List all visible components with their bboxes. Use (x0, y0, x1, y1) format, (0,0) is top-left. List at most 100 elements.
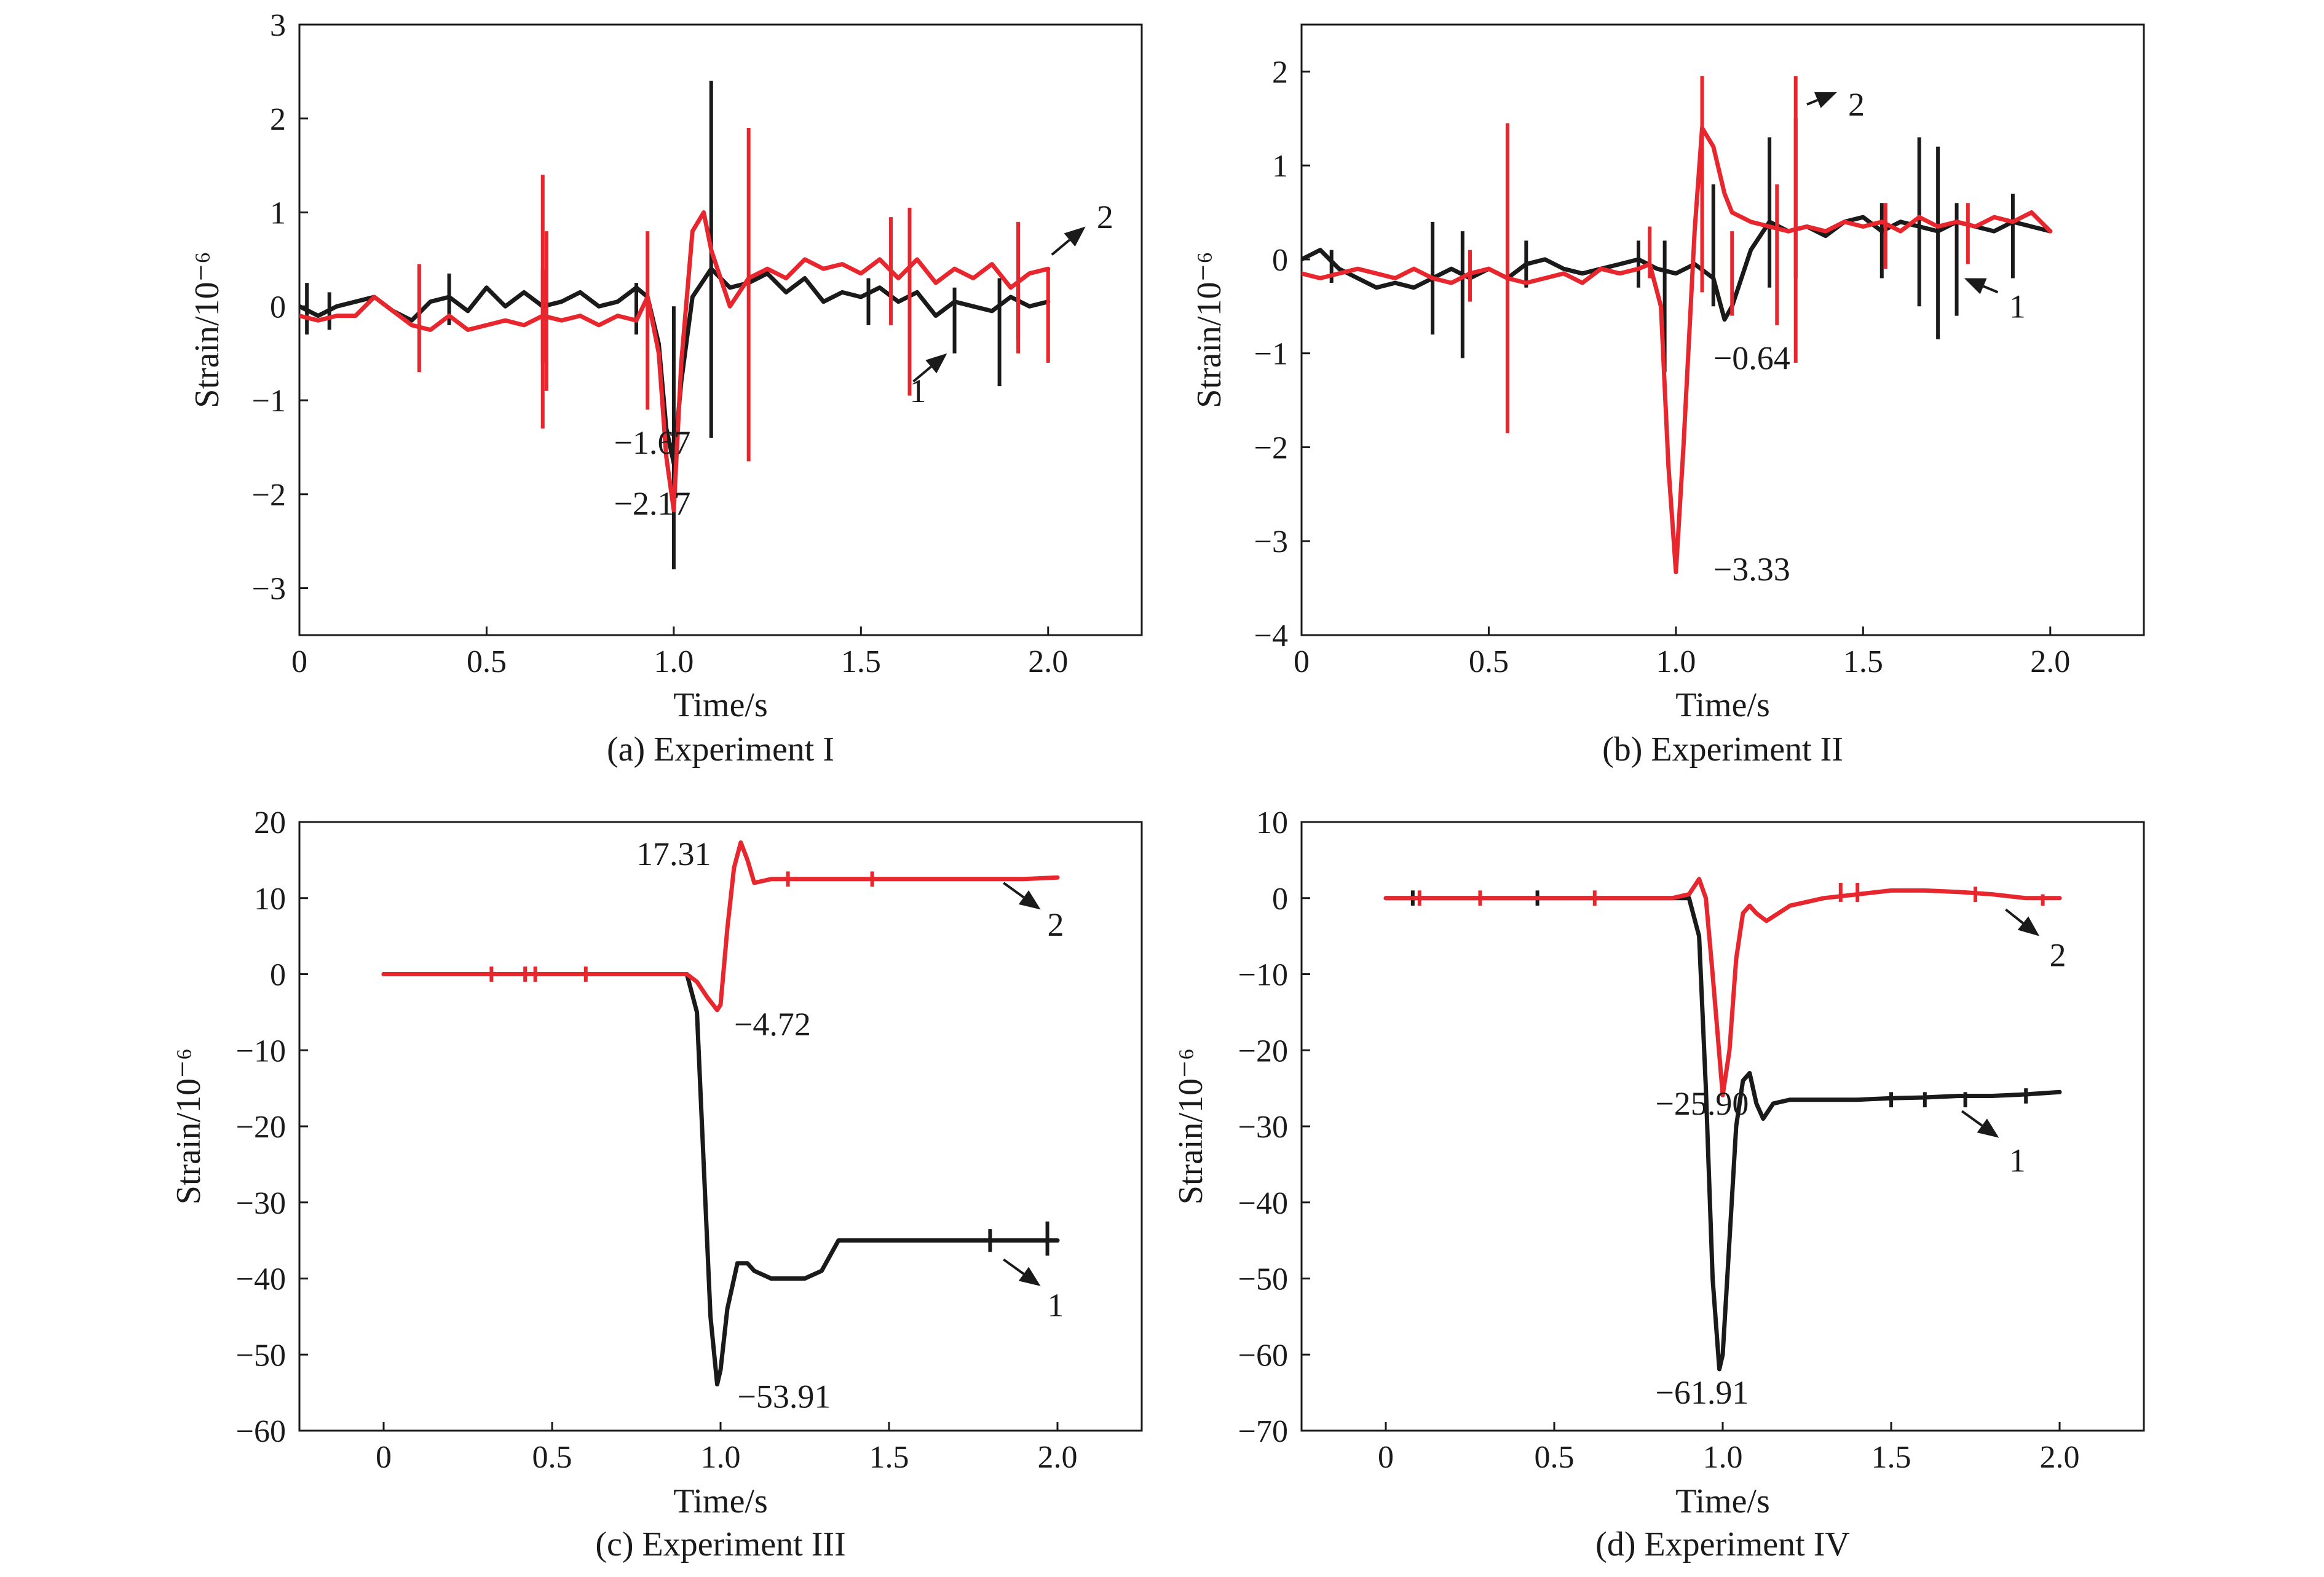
x-tick-label: 0 (376, 1440, 392, 1475)
panel-c-experiment-3: 0 0.5 1.0 1.5 2.0 −60 −50 −40 −30 −20 −10 0 10 20 Time… (170, 805, 1143, 1563)
leader-arrow-head (1964, 278, 1987, 294)
y-tick-label: −3 (1254, 524, 1288, 559)
panel-b-experiment-2: 0 0.5 1.0 1.5 2.0 −4 −3 −2 −1 0 1 2 Time/s Strain/10⁻… (1190, 23, 2145, 769)
annotation-label: −25.90 (1655, 1085, 1749, 1122)
panel-caption: (b) Experiment II (1602, 730, 1843, 769)
annotation-label: 1 (1048, 1287, 1064, 1324)
series-2-line (381, 840, 1060, 1013)
leader-arrow-line (1806, 98, 1818, 106)
annotation-label: 2 (2050, 937, 2066, 974)
y-tick-label: 1 (270, 196, 286, 231)
y-tick-label: 2 (270, 102, 286, 137)
panel-caption: (d) Experiment IV (1595, 1525, 1850, 1563)
y-tick-label: −50 (1238, 1262, 1288, 1297)
panel-caption: (a) Experiment I (607, 730, 834, 769)
leader-arrow-head (1814, 92, 1837, 108)
annotation-label: 2 (1048, 906, 1064, 943)
x-tick-label: 2.0 (2040, 1440, 2080, 1475)
annotation-label: −61.91 (1655, 1374, 1749, 1411)
y-tick-label: 10 (1256, 805, 1288, 840)
y-tick-label: 0 (270, 958, 286, 993)
leader-arrow-line (1051, 239, 1070, 256)
y-tick-label: −70 (1238, 1414, 1288, 1449)
y-tick-label: 0 (1272, 243, 1288, 278)
leader-arrow-line (1961, 1110, 1983, 1127)
y-tick-label: −1 (1254, 337, 1288, 372)
y-tick-label: −20 (236, 1110, 286, 1145)
y-tick-label: −10 (1238, 958, 1288, 993)
y-axis-label: Strain/10⁻⁶ (170, 1048, 208, 1204)
y-axis-label: Strain/10⁻⁶ (1190, 251, 1228, 408)
leader-arrow-line (1003, 1258, 1025, 1275)
y-tick-label: −1 (252, 384, 286, 419)
leader-arrow-head (1977, 1118, 1999, 1138)
plot-area (1383, 877, 2062, 1372)
plot-frame (298, 23, 1143, 636)
y-tick-label: 20 (254, 805, 286, 840)
y-tick-label: 0 (1272, 882, 1288, 917)
panel-d-experiment-4: 0 0.5 1.0 1.5 2.0 −70 −60 −50 −40 −30 −20 −10 0 10 Tim… (1172, 805, 2145, 1563)
annotation-label: −1.67 (614, 424, 690, 461)
annotation-label: 17.31 (636, 836, 711, 872)
x-tick-label: 1.5 (841, 644, 881, 679)
series-1-line (381, 972, 1060, 1387)
series-1-line (299, 266, 1051, 465)
leader-arrow-line (1983, 285, 1999, 294)
x-tick-label: 0 (1378, 1440, 1394, 1475)
x-tick-label: 0 (1294, 644, 1310, 679)
leader-arrow-head (925, 353, 947, 374)
x-tick-label: 0.5 (467, 644, 507, 679)
leader-arrow-line (912, 365, 932, 383)
annotation-label: −53.91 (737, 1378, 831, 1415)
x-tick-label: 2.0 (1038, 1440, 1078, 1475)
annotation-label: −4.72 (734, 1006, 811, 1043)
y-tick-label: 1 (1272, 149, 1288, 184)
x-axis-label: Time/s (673, 686, 768, 724)
y-tick-label: 0 (270, 290, 286, 325)
y-tick-label: −50 (236, 1338, 286, 1373)
y-tick-label: −40 (236, 1262, 286, 1297)
leader-arrow-head (1018, 1267, 1041, 1286)
y-tick-label: −2 (1254, 430, 1288, 465)
y-tick-label: −20 (1238, 1034, 1288, 1069)
leader-arrow-line (2005, 908, 2024, 925)
y-tick-label: 10 (254, 882, 286, 917)
plot-frame (1300, 23, 2145, 636)
plot-frame (298, 821, 1143, 1432)
x-tick-label: 1.0 (1703, 1440, 1743, 1475)
x-tick-label: 1.0 (654, 644, 694, 679)
y-tick-label: −2 (252, 478, 286, 513)
y-tick-label: −4 (1254, 619, 1288, 654)
y-tick-label: −40 (1238, 1186, 1288, 1221)
y-axis-label: Strain/10⁻⁶ (1172, 1048, 1210, 1204)
panel-a-experiment-1: 0 0.5 1.0 1.5 2.0 −3 −2 −1 0 1 2 3 Time/s Strain/10⁻⁶… (188, 8, 1143, 769)
x-tick-label: 0.5 (532, 1440, 572, 1475)
plot-area (381, 840, 1060, 1387)
leader-arrow-line (1003, 882, 1025, 899)
series-2-line (1302, 125, 2053, 575)
annotation-label: 2 (1097, 199, 1113, 235)
x-tick-label: 0.5 (1535, 1440, 1575, 1475)
y-axis-label: Strain/10⁻⁶ (188, 251, 226, 408)
x-tick-label: 1.0 (1656, 644, 1696, 679)
x-tick-label: 0.5 (1469, 644, 1509, 679)
plot-area (299, 81, 1051, 570)
series-1-line (1383, 896, 2062, 1372)
series-2-line (1383, 877, 2062, 1097)
x-tick-label: 2.0 (1028, 644, 1068, 679)
x-tick-label: 1.5 (1871, 1440, 1911, 1475)
y-tick-label: −60 (1238, 1338, 1288, 1373)
x-tick-label: 1.0 (701, 1440, 741, 1475)
annotation-label: −2.17 (614, 485, 690, 522)
y-tick-label: −30 (1238, 1110, 1288, 1145)
y-tick-label: −10 (236, 1034, 286, 1069)
annotation-label: 1 (2009, 288, 2026, 325)
leader-arrow-head (1064, 226, 1086, 247)
y-tick-label: −30 (236, 1186, 286, 1221)
y-tick-label: −60 (236, 1414, 286, 1449)
plot-area (1302, 76, 2053, 575)
panel-caption: (c) Experiment III (595, 1525, 845, 1563)
x-axis-label: Time/s (1675, 1482, 1770, 1520)
x-axis-label: Time/s (1675, 686, 1770, 724)
